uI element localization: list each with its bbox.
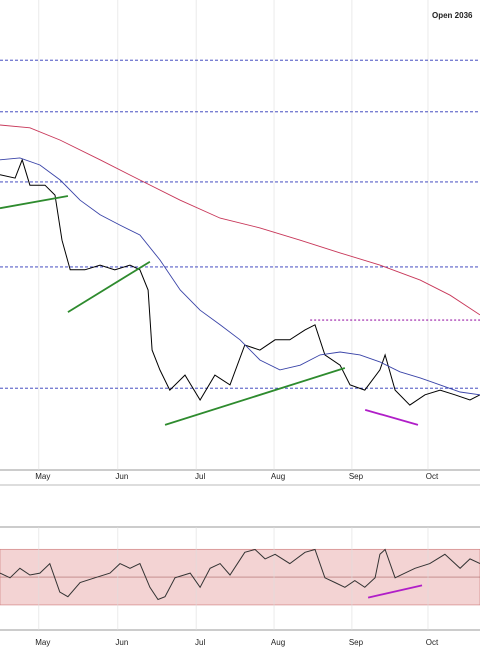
series-line — [0, 124, 480, 316]
trendline — [364, 408, 419, 426]
x-tick-label: Jun — [115, 638, 128, 647]
x-tick-label: Sep — [349, 472, 364, 481]
x-tick-label: May — [35, 472, 50, 481]
x-tick-label: Sep — [349, 638, 364, 647]
x-tick-label: Jun — [115, 472, 128, 481]
x-tick-label: Aug — [271, 472, 285, 481]
series-line — [0, 157, 480, 396]
trendline — [67, 261, 151, 313]
trendline — [164, 367, 346, 426]
trendline — [367, 584, 423, 599]
x-tick-label: Jul — [195, 638, 205, 647]
x-tick-label: Aug — [271, 638, 285, 647]
trendline — [0, 195, 69, 210]
x-tick-label: Jul — [195, 472, 205, 481]
series-line — [0, 548, 480, 601]
series-line — [0, 158, 480, 406]
chart-title: Open 2036 — [432, 11, 473, 20]
x-tick-label: Oct — [426, 472, 439, 481]
x-tick-label: Oct — [426, 638, 439, 647]
x-tick-label: May — [35, 638, 50, 647]
